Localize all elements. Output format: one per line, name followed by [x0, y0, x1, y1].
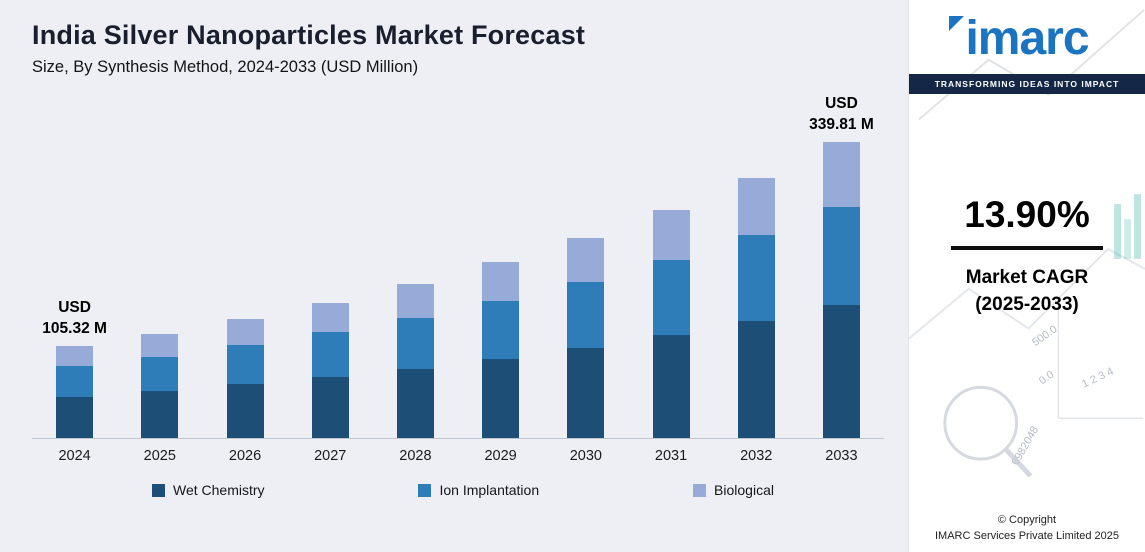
legend-item-wet-chemistry: Wet Chemistry [152, 482, 265, 498]
cagr-block: 13.90% Market CAGR (2025-2033) [951, 194, 1103, 319]
x-axis-label: 2029 [484, 448, 517, 464]
legend-label: Wet Chemistry [173, 482, 265, 498]
legend-swatch [152, 483, 165, 497]
bar-segment-biological [396, 283, 434, 318]
bar-column [373, 87, 458, 438]
x-axis-label: 2032 [740, 448, 773, 464]
stacked-bar [822, 142, 860, 438]
bar-column [714, 87, 799, 438]
x-axis-label: 2026 [228, 448, 262, 464]
bar-segment-biological [822, 142, 860, 208]
legend-label: Ion Implantation [439, 482, 540, 498]
bar-segment-ion-implantation [56, 366, 94, 397]
x-axis-label: 2027 [314, 448, 347, 464]
bar-segment-ion-implantation [396, 317, 434, 369]
bar-segment-ion-implantation [652, 260, 690, 336]
bar-segment-biological [567, 237, 605, 282]
stacked-bar [482, 262, 520, 438]
legend-label: Biological [714, 482, 774, 498]
bar-segment-wet-chemistry [56, 396, 94, 438]
stacked-bar [56, 346, 94, 438]
legend-swatch [418, 483, 432, 497]
chart-area: USD 105.32 M USD 339.81 M 2024 2025 2026 2027 2… [32, 87, 894, 498]
bar-segment-ion-implantation [822, 207, 860, 305]
logo-mark-icon [949, 16, 965, 31]
brand-tagline: TRANSFORMING IDEAS INTO IMPACT [909, 73, 1145, 94]
bar-segment-wet-chemistry [822, 304, 860, 438]
bar-segment-wet-chemistry [396, 368, 434, 438]
brand-content: imarc TRANSFORMING IDEAS INTO IMPACT 13.… [909, 0, 1145, 552]
imarc-logo: imarc [949, 12, 1090, 65]
bar-segment-wet-chemistry [567, 347, 605, 438]
chart-title: India Silver Nanoparticles Market Foreca… [32, 20, 586, 50]
bar-segment-biological [141, 333, 179, 357]
stacked-bar [652, 209, 690, 438]
copyright-notice: © Copyright IMARC Services Private Limit… [935, 513, 1119, 544]
bar-segment-biological [482, 262, 520, 301]
stacked-bar [226, 318, 264, 438]
bar-segment-biological [311, 302, 349, 333]
bar-segment-ion-implantation [311, 332, 349, 377]
cagr-label-line2: (2025-2033) [975, 294, 1079, 316]
bar-segment-biological [737, 178, 775, 236]
bar-segment-biological [226, 318, 264, 346]
bar-segment-wet-chemistry [652, 335, 690, 438]
bar-segment-biological [56, 346, 94, 367]
bar-value-annotation: USD 339.81 M [809, 95, 874, 134]
bar-segment-biological [652, 209, 690, 261]
stacked-bar [737, 178, 775, 438]
bar-segment-ion-implantation [482, 300, 520, 359]
copyright-line2: IMARC Services Private Limited 2025 [934, 529, 1119, 542]
x-axis-label: 2033 [825, 448, 858, 464]
bar-column: USD 105.32 M [32, 87, 117, 438]
legend: Wet Chemistry Ion Implantation Biological [32, 482, 884, 498]
bar-segment-ion-implantation [737, 235, 775, 322]
logo-text: imarc [965, 12, 1089, 65]
cagr-value: 13.90% [964, 193, 1090, 235]
bar-value-annotation: USD 105.32 M [42, 299, 107, 338]
cagr-label-line1: Market CAGR [965, 266, 1089, 288]
x-axis-label: 2028 [399, 448, 432, 464]
x-axis-label: 2025 [143, 448, 176, 464]
bar-column [202, 87, 287, 438]
legend-swatch [693, 483, 707, 497]
x-axis-label: 2031 [654, 448, 688, 464]
bar-column [288, 87, 373, 438]
copyright-line1: © Copyright [997, 514, 1057, 527]
cagr-underline [951, 245, 1103, 250]
legend-item-ion-implantation: Ion Implantation [418, 482, 539, 498]
bar-column [543, 87, 628, 438]
stacked-bar [311, 302, 349, 438]
bar-segment-wet-chemistry [482, 358, 520, 438]
bar-column [628, 87, 713, 438]
x-labels-row: 2024 2025 2026 2027 2028 2029 2030 2031 2032 2033 [32, 439, 884, 464]
brand-panel: 500.0 0.0 1 2 3 4 6982048 imarc TRANSFOR… [908, 0, 1145, 552]
bar-segment-wet-chemistry [141, 391, 179, 438]
bar-column [117, 87, 202, 438]
stacked-bar [141, 333, 179, 438]
bar-segment-wet-chemistry [737, 321, 775, 438]
legend-item-biological: Biological [693, 482, 774, 498]
bar-segment-wet-chemistry [311, 377, 349, 438]
bar-column [458, 87, 543, 438]
stacked-bar [396, 283, 434, 438]
bars-row: USD 105.32 M USD 339.81 M [32, 87, 884, 439]
bar-segment-ion-implantation [226, 345, 264, 385]
bar-segment-ion-implantation [141, 356, 179, 391]
bar-column: USD 339.81 M [799, 87, 884, 438]
x-axis-label: 2024 [58, 448, 91, 464]
chart-panel: India Silver Nanoparticles Market Foreca… [32, 20, 894, 498]
bar-segment-wet-chemistry [226, 384, 264, 438]
chart-subtitle: Size, By Synthesis Method, 2024-2033 (US… [32, 58, 419, 76]
bar-segment-ion-implantation [567, 281, 605, 348]
x-axis-label: 2030 [569, 448, 602, 464]
stacked-bar [567, 237, 605, 438]
